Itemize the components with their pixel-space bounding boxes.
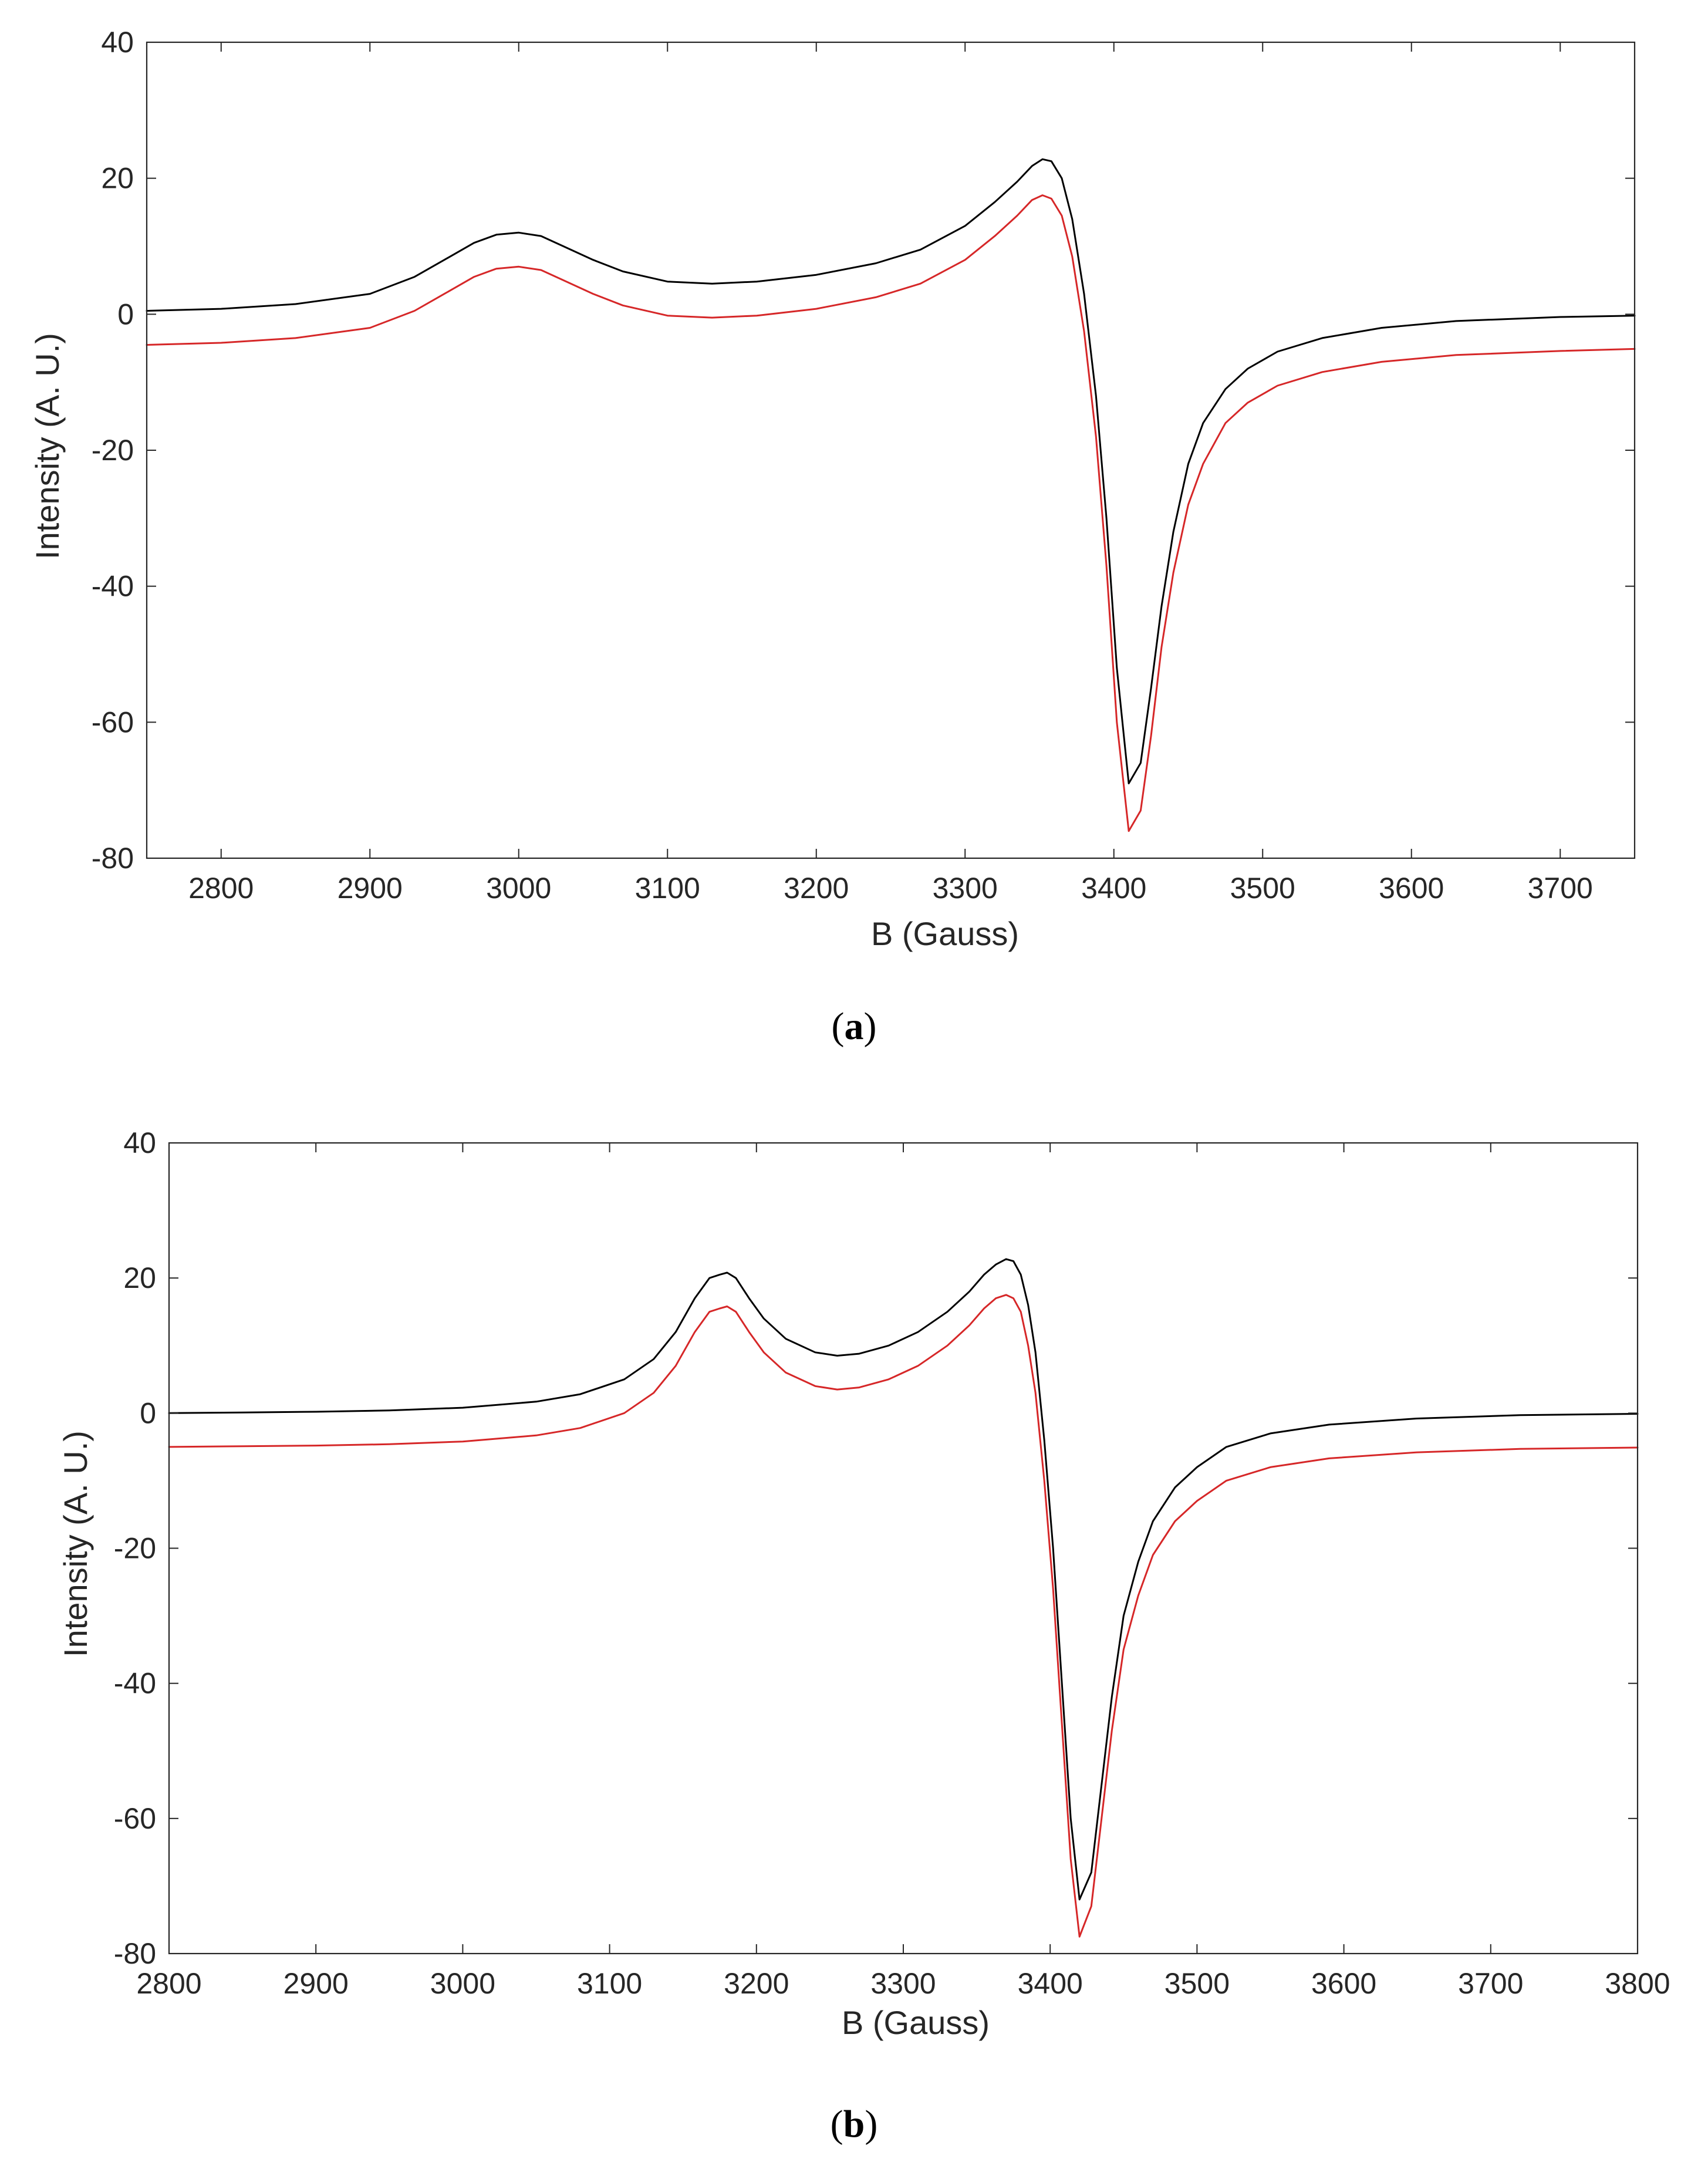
caption-a: (a) [832, 1005, 877, 1048]
y-tick-label: -80 [114, 1937, 156, 1970]
x-tick-label: 3000 [486, 872, 551, 905]
y-tick-label: 20 [123, 1261, 156, 1294]
x-tick-label: 2800 [136, 1967, 201, 2000]
x-tick-label: 3300 [870, 1967, 936, 2000]
x-tick-label: 2900 [337, 872, 403, 905]
y-axis-label-b: Intensity (A. U.) [57, 1431, 94, 1657]
y-tick-label: 0 [140, 1396, 156, 1429]
x-tick-label: 3100 [577, 1967, 642, 2000]
y-tick-label: 20 [101, 162, 134, 195]
y-tick-labels-a: -80 -60 -40 -20 0 20 40 [92, 26, 134, 875]
y-tick-label: -40 [92, 570, 134, 603]
x-tick-label: 3400 [1081, 872, 1146, 905]
series-layer-b [168, 1258, 1639, 1938]
axes-a [146, 41, 1636, 859]
y-tick-label: 40 [101, 26, 134, 59]
series-line-1 [146, 158, 1636, 785]
series-layer-a [146, 158, 1636, 832]
x-tick-label: 3700 [1458, 1967, 1523, 2000]
x-tick-label: 3600 [1379, 872, 1444, 905]
x-tick-label: 3500 [1230, 872, 1295, 905]
y-tick-label: -20 [92, 434, 134, 467]
y-tick-label: -40 [114, 1667, 156, 1700]
y-tick-label: -80 [92, 842, 134, 875]
x-tick-label: 3700 [1528, 872, 1593, 905]
chart-panel-b: 2800 2900 3000 3100 3200 3300 3400 3500 3600 3700… [57, 1126, 1670, 2146]
x-tick-label: 3600 [1311, 1967, 1376, 2000]
series-line-2 [146, 194, 1636, 832]
x-tick-label: 3400 [1018, 1967, 1083, 2000]
y-tick-label: -60 [92, 706, 134, 738]
x-axis-label-b: B (Gauss) [842, 2004, 990, 2041]
series-line-1 [168, 1258, 1639, 1901]
x-tick-label: 3800 [1605, 1967, 1670, 2000]
series-line-2 [168, 1294, 1639, 1938]
x-axis-label-a: B (Gauss) [871, 915, 1019, 952]
x-tick-label: 3100 [635, 872, 700, 905]
y-axis-label-a: Intensity (A. U.) [29, 333, 66, 559]
chart-panel-a: 2800 2900 3000 3100 3200 3300 3400 3500 3600 3700… [29, 26, 1636, 1048]
y-tick-labels-b: -80 -60 -40 -20 0 20 40 [114, 1126, 156, 1970]
caption-b: (b) [831, 2103, 878, 2146]
y-tick-label: 40 [123, 1126, 156, 1159]
y-tick-label: -20 [114, 1532, 156, 1565]
y-tick-label: 0 [117, 298, 134, 330]
y-tick-label: -60 [114, 1802, 156, 1835]
caption-letter-a: a [845, 1005, 864, 1048]
x-tick-label: 3200 [784, 872, 849, 905]
x-tick-label: 2900 [283, 1967, 349, 2000]
x-tick-labels-b: 2800 2900 3000 3100 3200 3300 3400 3500 3600 3700… [136, 1967, 1670, 2000]
x-tick-label: 2800 [188, 872, 254, 905]
axes-b [168, 1142, 1639, 1955]
x-tick-label: 3000 [430, 1967, 495, 2000]
x-tick-label: 3200 [724, 1967, 789, 2000]
x-tick-label: 3300 [933, 872, 998, 905]
x-tick-label: 3500 [1164, 1967, 1230, 2000]
x-tick-labels-a: 2800 2900 3000 3100 3200 3300 3400 3500 3600 3700 [188, 872, 1593, 905]
caption-letter-b: b [843, 2103, 865, 2146]
